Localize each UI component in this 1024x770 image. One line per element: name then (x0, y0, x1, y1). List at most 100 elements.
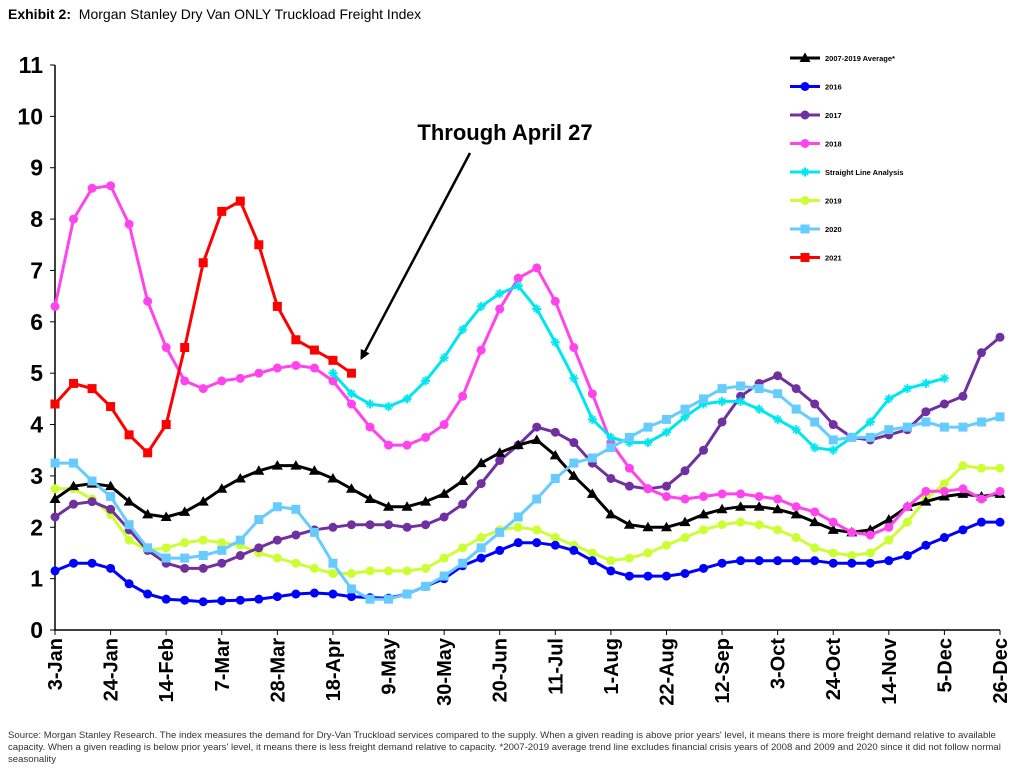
series-2017 (50, 332, 1005, 573)
data-point-straight-line-analysis (532, 304, 542, 314)
data-point-2020 (198, 551, 208, 561)
data-point-2018 (328, 376, 338, 386)
data-point-straight-line-analysis (458, 325, 468, 335)
data-point-2007-2019-average (920, 496, 932, 506)
y-tick-label: 5 (30, 360, 43, 386)
data-point-2016 (272, 592, 282, 602)
data-point-2018 (346, 399, 356, 409)
data-point-straight-line-analysis (902, 384, 912, 394)
data-point-2016 (680, 569, 690, 578)
data-point-2021 (50, 399, 60, 409)
data-point-2021 (291, 335, 301, 345)
data-point-2020 (87, 476, 97, 486)
legend-swatch-marker (799, 52, 811, 62)
data-point-2017 (939, 399, 949, 409)
legend-label: 2020 (825, 225, 842, 234)
data-point-2018 (161, 343, 171, 352)
legend-item-2017: 2017 (790, 110, 842, 120)
data-point-2007-2019-average (642, 521, 654, 532)
series-2007-2019-average (49, 434, 1006, 537)
x-tick-label: 14-Nov (879, 637, 901, 705)
legend-swatch-marker (800, 82, 810, 91)
data-point-2020 (124, 520, 134, 530)
data-point-2019 (995, 463, 1005, 473)
series-line-2020 (55, 384, 1001, 601)
data-point-2019 (958, 461, 968, 471)
data-point-2019 (328, 569, 338, 578)
data-point-straight-line-analysis (587, 414, 597, 424)
data-point-straight-line-analysis (384, 402, 394, 412)
data-point-straight-line-analysis (939, 373, 949, 383)
legend-swatch-marker (800, 139, 810, 148)
data-point-2018 (828, 517, 838, 527)
data-point-2016 (217, 596, 227, 606)
data-point-2019 (661, 540, 671, 550)
data-point-2007-2019-average (105, 480, 117, 491)
data-point-2017 (995, 332, 1005, 342)
data-point-2018 (106, 181, 116, 191)
legend-label: 2021 (825, 254, 842, 263)
data-point-2016 (810, 556, 820, 566)
legend-item-2018: 2018 (790, 139, 842, 149)
data-point-2020 (384, 594, 394, 604)
data-point-2017 (458, 499, 468, 509)
legend-label: 2019 (825, 197, 842, 206)
exhibit-label: Exhibit 2: (8, 6, 72, 22)
data-point-2017 (87, 497, 97, 507)
data-point-2021 (235, 196, 245, 206)
series-line-2018 (53, 184, 1001, 537)
data-point-2020 (791, 404, 801, 414)
data-point-2019 (699, 525, 709, 535)
y-tick-label: 1 (30, 566, 43, 592)
data-point-2017 (958, 391, 968, 401)
data-point-2020 (328, 558, 338, 568)
data-point-2018 (476, 345, 486, 355)
legend-swatch-marker (800, 253, 810, 262)
annotation-label: Through April 27 (417, 120, 592, 145)
y-tick-label: 3 (30, 463, 43, 489)
data-point-2020 (587, 453, 597, 463)
data-point-2007-2019-average (401, 501, 413, 511)
data-point-straight-line-analysis (661, 427, 671, 437)
data-point-2020 (680, 404, 690, 414)
data-point-2020 (847, 432, 857, 442)
data-point-2017 (346, 520, 356, 530)
data-point-2007-2019-average (253, 465, 265, 475)
data-point-2018 (309, 363, 319, 373)
data-point-2016 (87, 558, 97, 568)
data-point-2017 (624, 481, 634, 491)
data-point-2017 (661, 481, 671, 491)
data-point-2007-2019-average (383, 501, 395, 511)
data-point-2017 (439, 512, 449, 522)
data-point-2007-2019-average (438, 488, 450, 498)
data-point-2016 (865, 558, 875, 568)
data-point-2016 (346, 592, 356, 602)
data-point-straight-line-analysis (346, 389, 356, 399)
data-point-2020 (458, 558, 468, 568)
y-tick-label: 2 (30, 514, 43, 540)
data-point-2007-2019-average (568, 470, 580, 480)
data-point-2020 (736, 381, 746, 391)
data-point-2007-2019-average (123, 496, 135, 506)
data-point-2021 (254, 240, 264, 250)
data-point-2020 (532, 494, 542, 504)
data-point-2020 (865, 432, 875, 442)
data-point-2016 (124, 579, 134, 589)
data-point-2007-2019-average (308, 465, 320, 475)
data-point-2007-2019-average (809, 516, 821, 527)
data-point-2016 (828, 558, 838, 568)
data-point-2017 (50, 512, 60, 522)
data-point-2007-2019-average (605, 508, 617, 519)
data-point-2019 (161, 543, 171, 553)
data-point-2020 (569, 458, 579, 468)
source-note: Source: Morgan Stanley Research. The ind… (8, 730, 1001, 765)
data-point-2016 (161, 594, 171, 604)
data-point-2007-2019-average (142, 508, 154, 519)
data-point-2019 (828, 548, 838, 558)
data-point-straight-line-analysis (606, 432, 616, 442)
data-point-2018 (717, 489, 727, 499)
data-point-2017 (717, 417, 727, 427)
data-point-2020 (439, 571, 449, 581)
data-point-2019 (810, 543, 820, 553)
data-point-2016 (569, 545, 579, 555)
